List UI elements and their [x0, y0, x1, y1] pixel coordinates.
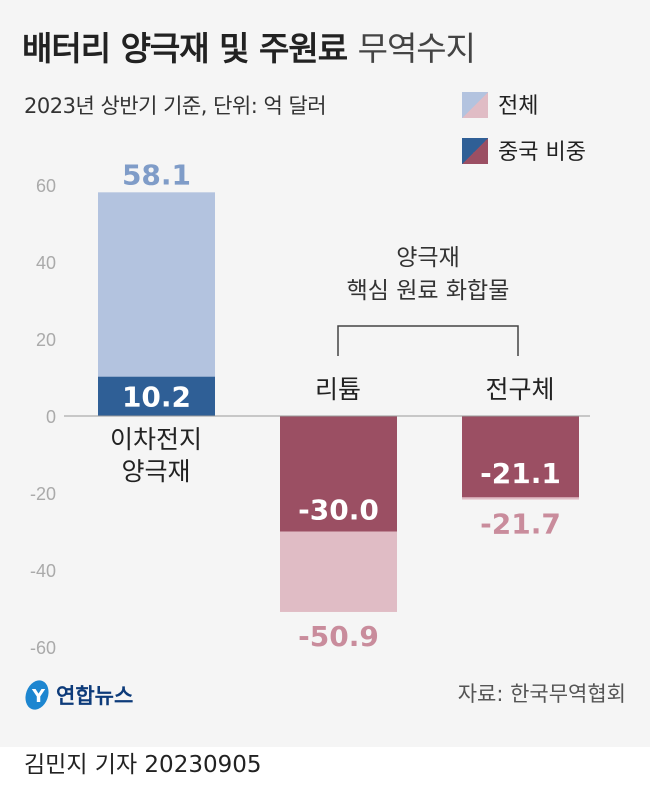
group-annotation: 핵심 원료 화합물: [347, 278, 510, 304]
bar-china: [98, 376, 215, 416]
chart-title: 배터리 양극재 및 주원료 무역수지: [22, 22, 476, 70]
subtitle: 2023년 상반기 기준, 단위: 억 달러: [24, 94, 327, 118]
title-light: 무역수지: [357, 29, 476, 68]
source: 자료: 한국무역협회: [457, 682, 626, 706]
legend-label-china: 중국 비중: [498, 140, 586, 165]
title-bold: 배터리 양극재 및 주원료: [22, 29, 348, 68]
y-tick-label: 60: [36, 176, 56, 196]
category-label: 이차전지: [110, 425, 202, 454]
bar-china: [462, 416, 579, 498]
y-tick-label: 40: [36, 253, 56, 273]
byline: 김민지 기자 20230905: [24, 752, 262, 778]
category-label: 양극재: [121, 457, 190, 486]
y-tick-label: -60: [30, 638, 56, 658]
legend-label-total: 전체: [498, 94, 539, 119]
logo-icon: Y: [25, 680, 49, 710]
data-label-total: 58.1: [122, 158, 191, 191]
group-bracket: [337, 325, 519, 356]
legend-swatch-china: [462, 138, 488, 164]
logo-text: 연합뉴스: [56, 684, 134, 708]
y-tick-label: -20: [30, 484, 56, 504]
data-label-china: -30.0: [298, 494, 379, 527]
y-tick-label: 20: [36, 330, 56, 350]
legend-swatch-total: [462, 92, 488, 118]
category-label: 리튬: [315, 375, 361, 404]
svg-text:Y: Y: [31, 686, 46, 707]
y-tick-label: -40: [30, 561, 56, 581]
data-label-total: -21.7: [480, 508, 561, 541]
data-label-china: 10.2: [122, 381, 191, 414]
group-annotation: 양극재: [396, 245, 459, 271]
bar-china: [280, 416, 397, 532]
data-label-total: -50.9: [298, 620, 379, 653]
y-tick-label: 0: [46, 407, 56, 427]
data-label-china: -21.1: [480, 457, 561, 490]
yonhap-logo: Y 연합뉴스: [22, 678, 133, 712]
category-label: 전구체: [485, 375, 554, 404]
